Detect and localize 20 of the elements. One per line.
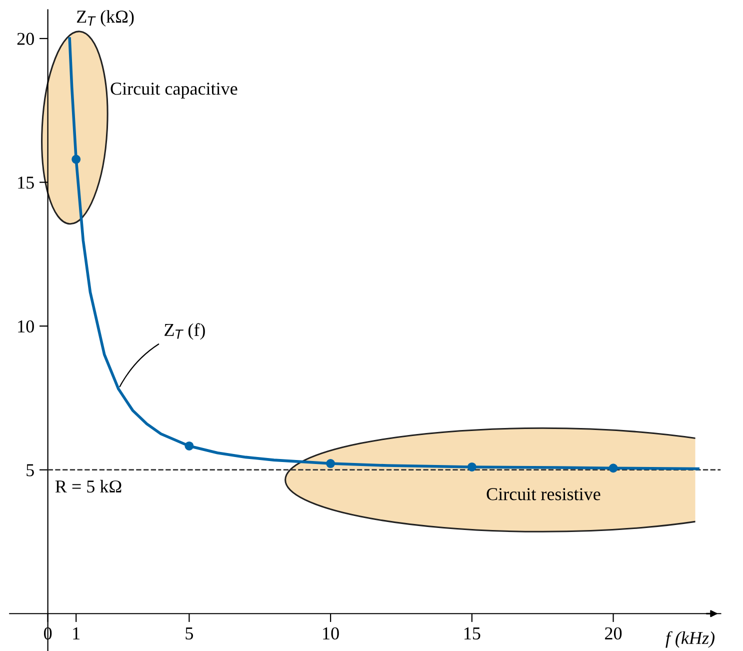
y-tick-label: 10 bbox=[18, 320, 34, 333]
x-axis-title: f (kHz) bbox=[666, 631, 714, 648]
x-tick-label: 5 bbox=[186, 628, 193, 640]
point bbox=[326, 459, 336, 468]
x-tick-label: 15 bbox=[464, 627, 480, 640]
x-tick-label: 10 bbox=[323, 627, 339, 640]
annotation: Circuit resistive bbox=[486, 488, 600, 500]
y-axis-title: Z$_{T}$ (kΩ) bbox=[76, 10, 134, 26]
y-tick-label: 15 bbox=[18, 176, 34, 189]
point bbox=[184, 441, 194, 450]
annotation: Z$_{T}$ (f) bbox=[164, 323, 205, 340]
y-tick-label: 5 bbox=[26, 464, 34, 476]
point bbox=[467, 462, 476, 472]
x-tick-label: 20 bbox=[605, 627, 622, 640]
x-tick-label: 1 bbox=[73, 627, 80, 640]
point bbox=[72, 154, 81, 164]
annotation: Circuit capacitive bbox=[110, 82, 238, 98]
y-tick-label: 20 bbox=[17, 32, 34, 45]
point bbox=[608, 464, 618, 473]
ref-line-label: R = 5 kΩ bbox=[55, 480, 122, 493]
